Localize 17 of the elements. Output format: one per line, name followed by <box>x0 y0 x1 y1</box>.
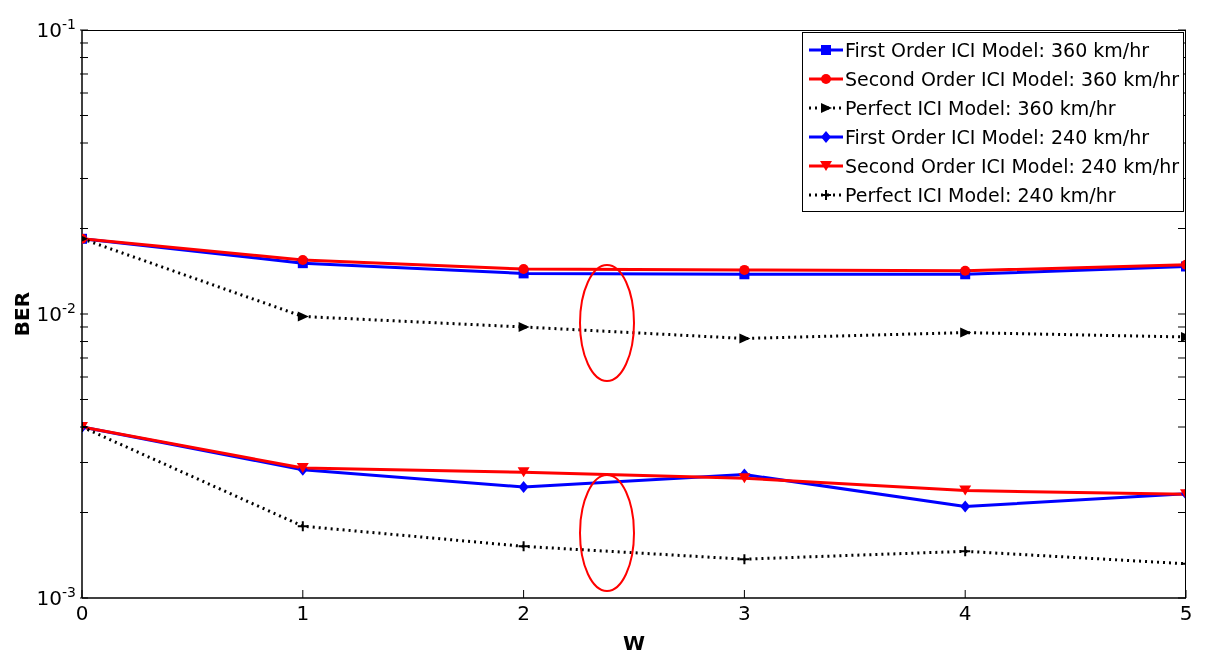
legend-label: Perfect ICI Model: 360 km/hr <box>844 96 1116 119</box>
x-tick-label: 0 <box>75 601 89 625</box>
y-tick-label: 10$^{-1}$ <box>36 16 76 42</box>
legend-label: Perfect ICI Model: 240 km/hr <box>844 183 1116 206</box>
x-tick-label: 5 <box>1179 601 1193 625</box>
legend-label: First Order ICI Model: 360 km/hr <box>844 38 1150 61</box>
x-tick-label: 4 <box>958 601 972 625</box>
y-tick-label: 10$^{-3}$ <box>36 584 76 610</box>
x-tick-label: 1 <box>296 601 310 625</box>
x-tick-label: 2 <box>517 601 530 625</box>
x-tick-label: 3 <box>738 601 751 625</box>
y-tick-label: 10$^{-2}$ <box>36 300 76 326</box>
legend-label: Second Order ICI Model: 240 km/hr <box>844 154 1179 177</box>
y-axis-title: BER <box>10 291 35 337</box>
legend-label: Second Order ICI Model: 360 km/hr <box>844 67 1179 90</box>
x-axis-title: W <box>622 631 646 655</box>
legend-label: First Order ICI Model: 240 km/hr <box>844 125 1150 148</box>
